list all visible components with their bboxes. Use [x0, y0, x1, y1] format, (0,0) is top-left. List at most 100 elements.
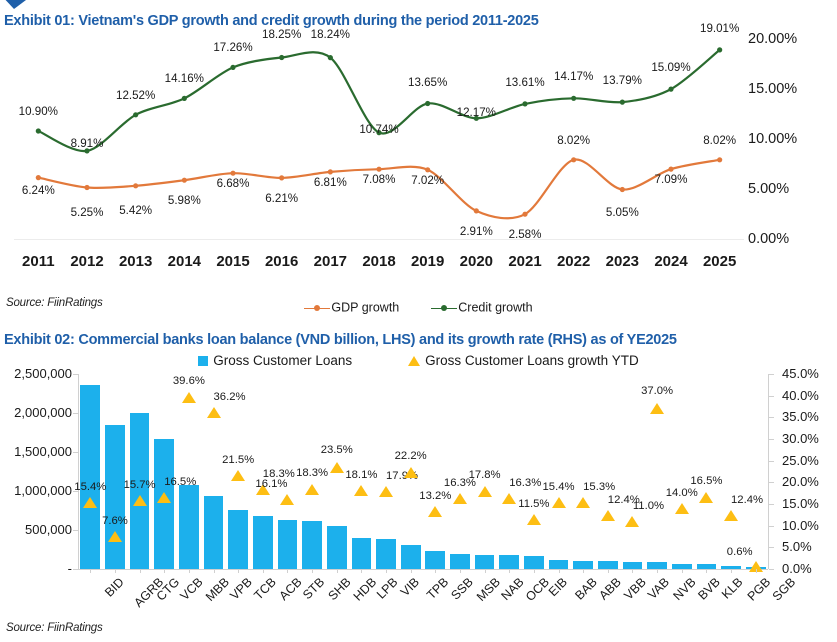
chart2-x-tickmark	[509, 569, 511, 573]
chart2-y-left-tickmark	[73, 530, 78, 531]
chart1-x-tick: 2017	[313, 253, 348, 270]
chart1-gdp-label: 5.42%	[119, 203, 153, 217]
chart2-x-tickmark	[361, 569, 363, 573]
chart2-x-tick: VCB	[177, 575, 206, 604]
chart2-y-right-tick: 0.0%	[782, 561, 812, 576]
chart1-lines-svg	[14, 47, 744, 240]
chart2-x-tick: TCB	[251, 575, 280, 603]
chart1-x-tick: 2014	[167, 253, 202, 270]
chart2-x-tick: BVB	[695, 575, 723, 603]
chart2-growth-label: 37.0%	[641, 385, 674, 398]
chart2-x-tickmark	[336, 569, 338, 573]
chart2-growth-marker	[329, 461, 344, 473]
chart-gdp-credit-growth: 0.00% 5.00% 10.00% 15.00% 20.00% 2011 2012 201…	[0, 22, 837, 315]
chart2-growth-label: 16.3%	[443, 476, 476, 489]
chart1-gdp-label: 5.25%	[70, 205, 104, 219]
chart2-legend-item[interactable]: Gross Customer Loans	[198, 352, 352, 368]
chart2-bar	[548, 560, 569, 569]
chart2-x-tickmark	[213, 569, 215, 573]
chart2-x-tickmark	[731, 569, 733, 573]
chart1-x-tick: 2020	[459, 253, 494, 270]
chart1-legend-item[interactable]: Credit growth	[431, 300, 533, 315]
chart1-credit-label: 10.74%	[359, 122, 399, 136]
chart1-legend-item[interactable]: GDP growth	[304, 300, 399, 315]
chart2-y-right-tickmark	[769, 482, 774, 484]
chart1-gdp-label: 7.08%	[362, 173, 396, 187]
chart2-bar	[474, 554, 495, 569]
chart2-x-tick: BAB	[571, 575, 600, 603]
chart1-credit-label: 12.17%	[456, 106, 496, 120]
chart2-growth-marker	[83, 496, 98, 508]
chart1-gdp-label: 2.91%	[459, 224, 493, 238]
chart1-y-tick: 5.00%	[748, 181, 790, 197]
chart2-x-tickmark	[188, 569, 190, 573]
chart2-growth-marker	[107, 530, 122, 542]
chart2-bar	[400, 545, 421, 569]
chart2-legend: Gross Customer Loans Gross Customer Loans…	[0, 352, 837, 368]
chart2-growth-label: 18.3%	[296, 467, 329, 480]
chart2-growth-label: 15.3%	[583, 481, 616, 494]
chart2-growth-marker	[305, 484, 320, 496]
chart2-growth-marker	[379, 485, 394, 497]
chart1-x-tick: 2023	[605, 253, 640, 270]
chart1-gdp-label: 6.68%	[216, 177, 250, 191]
chart2-growth-marker	[600, 509, 615, 521]
chart2-y-right-tick: 15.0%	[782, 496, 819, 511]
chart2-y-right-tick: 35.0%	[782, 409, 819, 425]
chart2-growth-label: 14.0%	[665, 486, 698, 499]
chart2-growth-marker	[674, 502, 689, 514]
chart2-x-tickmark	[632, 569, 634, 573]
chart2-growth-marker	[181, 391, 196, 403]
chart2-y-left-tickmark	[73, 569, 78, 570]
chart1-x-tick: 2022	[556, 253, 591, 270]
chart2-x-tick: KLB	[719, 575, 746, 602]
chart2-growth-label: 21.5%	[222, 454, 255, 467]
chart1-credit-label: 12.52%	[115, 88, 156, 102]
chart2-growth-label: 16.5%	[690, 475, 723, 487]
chart1-gdp-label: 8.02%	[557, 133, 591, 147]
chart2-x-tick: NAB	[498, 575, 527, 604]
chart1-credit-label: 19.01%	[699, 21, 740, 35]
chart1-gdp-label: 7.09%	[654, 173, 688, 187]
chart2-growth-marker	[452, 492, 467, 504]
chart2-bar	[524, 555, 544, 569]
chart2-x-tickmark	[435, 569, 437, 573]
chart2-growth-label: 22.2%	[394, 450, 427, 463]
chart2-x-tickmark	[164, 569, 166, 573]
chart2-x-tickmark	[312, 569, 314, 573]
chart2-bar	[499, 554, 520, 569]
chart2-growth-marker	[699, 492, 714, 503]
exhibit-01-title: Exhibit 01: Vietnam's GDP growth and cre…	[4, 13, 539, 29]
chart2-growth-label: 16.5%	[164, 476, 197, 488]
chart1-credit-label: 14.16%	[164, 72, 204, 86]
chart2-bar	[721, 565, 741, 569]
chart2-y-left-tick: 500,000	[25, 522, 72, 537]
chart1-gdp-label: 2.58%	[508, 228, 542, 242]
chart2-x-tick: VAB	[645, 575, 673, 602]
chart2-growth-marker	[428, 506, 443, 518]
chart2-growth-marker	[477, 486, 492, 498]
chart2-growth-marker	[280, 493, 295, 505]
chart2-y-right-tickmark	[769, 547, 774, 549]
chart2-bar	[376, 539, 396, 569]
chart2-growth-marker	[502, 492, 517, 504]
chart2-bar	[647, 562, 667, 569]
chart2-legend-item[interactable]: Gross Customer Loans growth YTD	[408, 352, 639, 368]
chart2-left-axis	[78, 374, 79, 569]
chart2-growth-label: 17.8%	[468, 469, 501, 482]
chart2-growth-label: 12.4%	[607, 493, 640, 506]
chart2-bar	[302, 521, 322, 569]
chart2-x-tick: VBB	[621, 575, 649, 603]
chart2-growth-marker	[206, 406, 221, 418]
chart2-bar	[105, 424, 125, 569]
chart1-credit-label: 13.65%	[407, 75, 448, 89]
chart2-plot-area: 15.4% 7.6% 15.7% 16.5% 39.6% 36.2% 21.5% 18.3% 1…	[74, 374, 769, 572]
chart2-growth-label: 0.6%	[726, 545, 753, 558]
chart2-growth-marker	[132, 495, 147, 507]
chart1-gdp-label: 7.02%	[411, 173, 445, 187]
chart2-bar	[179, 485, 199, 569]
chart2-bar	[203, 496, 224, 569]
chart2-growth-label: 7.6%	[102, 514, 128, 527]
chart2-bar	[573, 560, 594, 569]
chart2-bar	[622, 561, 643, 569]
